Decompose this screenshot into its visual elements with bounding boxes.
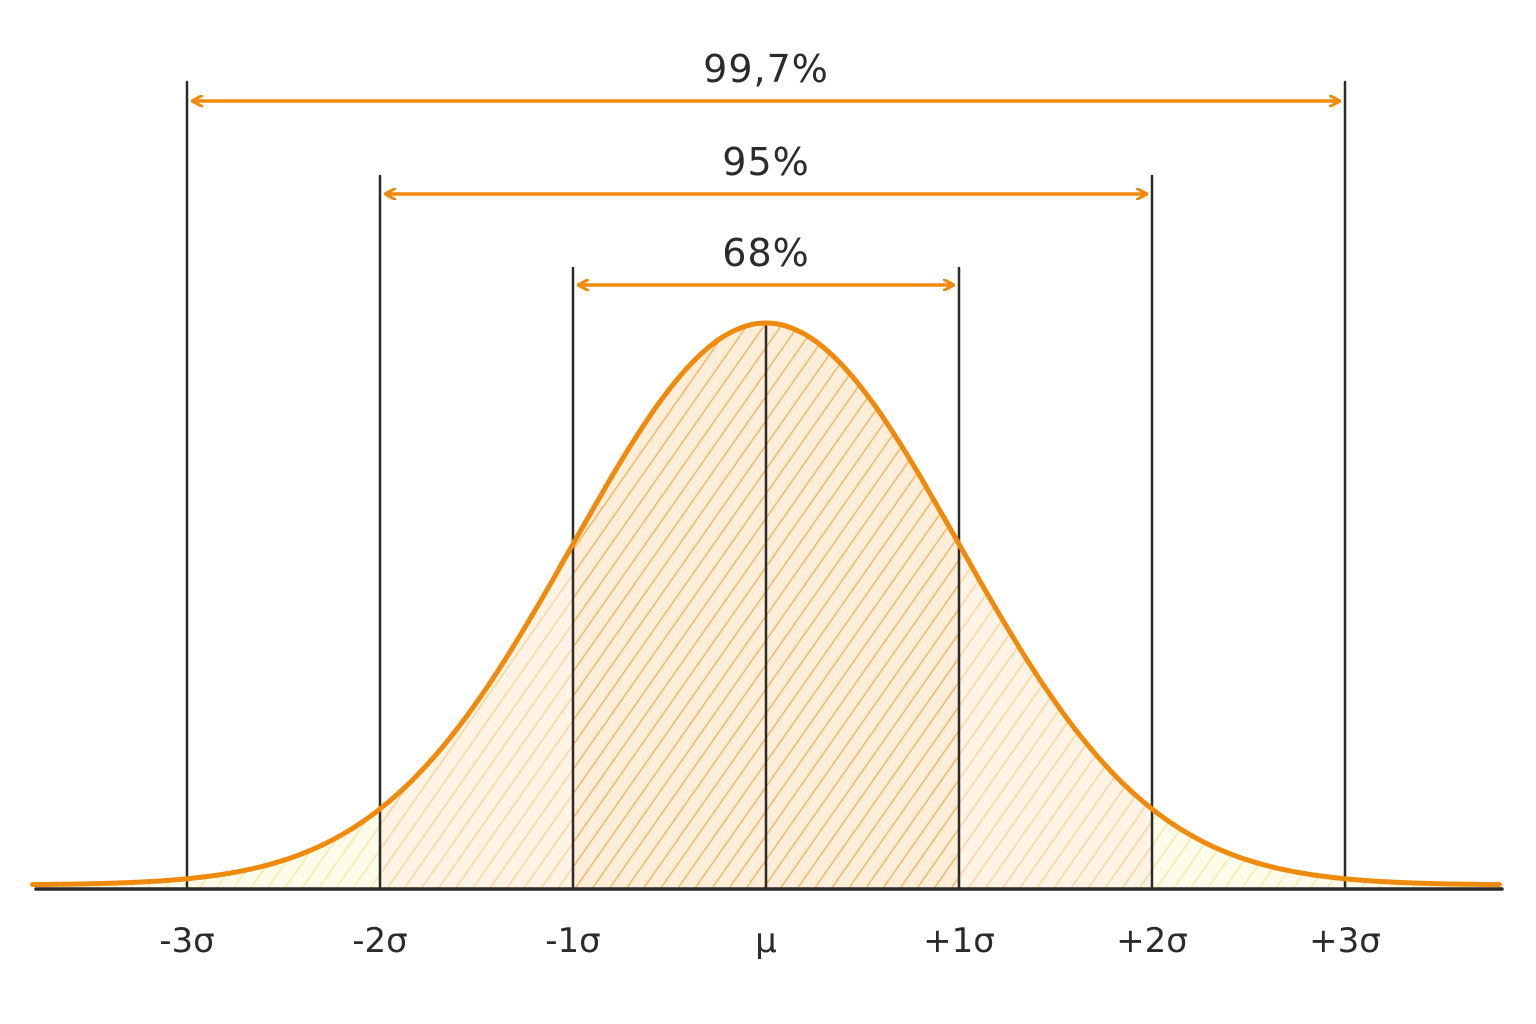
x-tick-label: +3σ bbox=[1309, 921, 1381, 961]
x-tick-label: -3σ bbox=[159, 921, 214, 961]
bell-curve bbox=[30, 320, 1502, 888]
sigma-lines bbox=[185, 80, 1347, 891]
band-outer-right-inner-hatch bbox=[1152, 808, 1345, 889]
x-tick-label: μ bbox=[755, 921, 777, 961]
interval-label: 95% bbox=[722, 140, 809, 184]
interval-label: 99,7% bbox=[703, 47, 829, 91]
interval-label: 68% bbox=[722, 231, 809, 275]
x-tick-label: +1σ bbox=[923, 921, 995, 961]
band-outer-left-inner-hatch bbox=[187, 808, 380, 889]
x-tick-labels: -3σ -2σ -1σ μ +1σ +2σ +3σ bbox=[159, 921, 1381, 961]
x-tick-label: -1σ bbox=[545, 921, 600, 961]
x-tick-label: +2σ bbox=[1116, 921, 1188, 961]
interval-arrows: 99,7% 95% 68% bbox=[193, 47, 1339, 285]
x-tick-label: -2σ bbox=[352, 921, 407, 961]
